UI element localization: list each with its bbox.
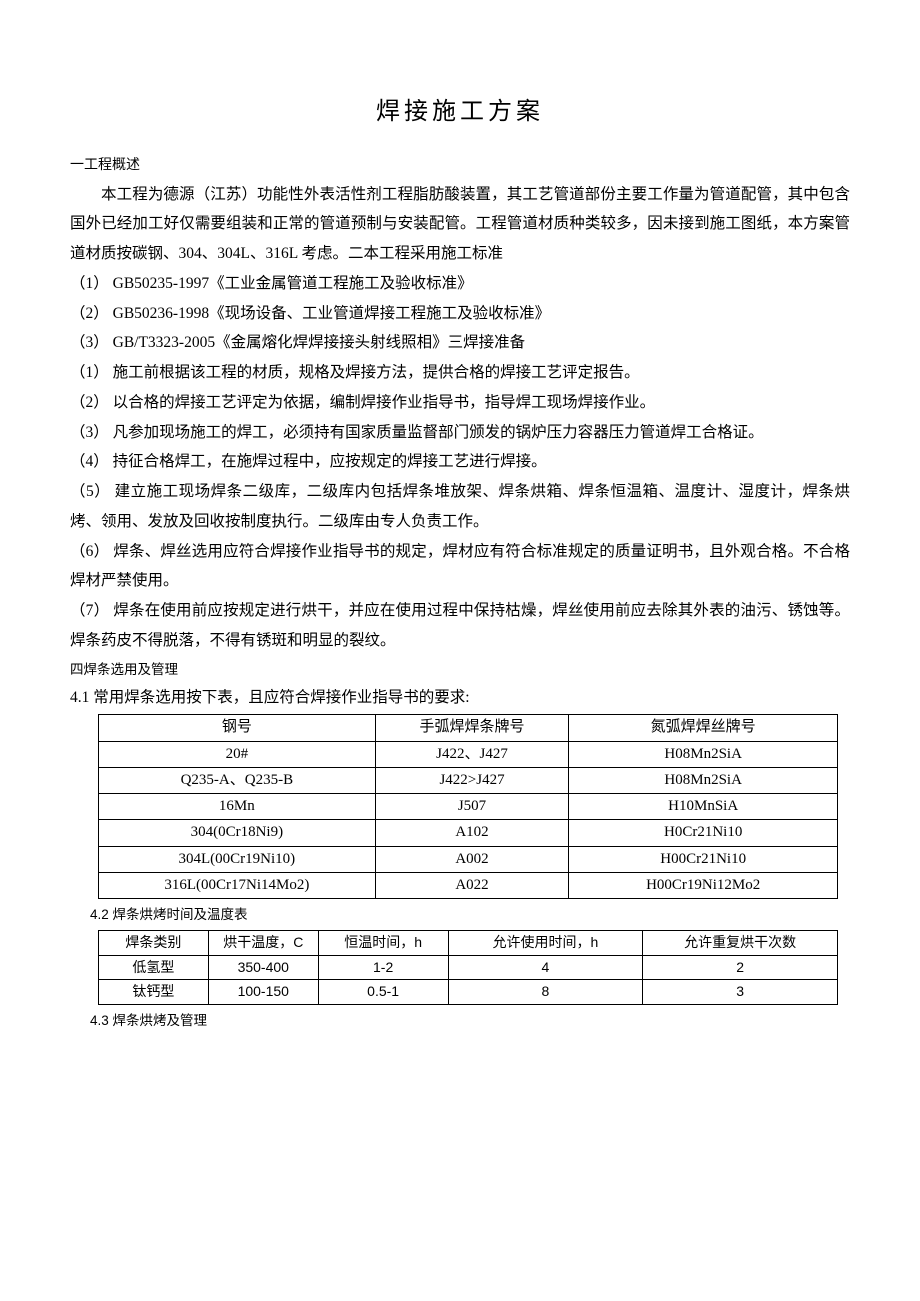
table-row: 304L(00Cr19Ni10) A002 H00Cr21Ni10 <box>99 846 838 872</box>
page-title: 焊接施工方案 <box>70 90 850 136</box>
section-4-head: 四焊条选用及管理 <box>70 656 850 683</box>
cell: 20# <box>99 741 376 767</box>
cell: A022 <box>375 872 569 898</box>
cell: 304(0Cr18Ni9) <box>99 820 376 846</box>
cell: H00Cr21Ni10 <box>569 846 838 872</box>
prep-item: （7） 焊条在使用前应按规定进行烘干，并应在使用过程中保持枯燥，焊丝使用前应去除… <box>70 596 850 656</box>
table-row: 316L(00Cr17Ni14Mo2) A022 H00Cr19Ni12Mo2 <box>99 872 838 898</box>
standard-item: （1） GB50235-1997《工业金属管道工程施工及验收标准》 <box>70 269 850 299</box>
prep-item: （6） 焊条、焊丝选用应符合焊接作业指导书的规定，焊材应有符合标准规定的质量证明… <box>70 537 850 597</box>
prep-item: （1） 施工前根据该工程的材质，规格及焊接方法，提供合格的焊接工艺评定报告。 <box>70 358 850 388</box>
cell: 316L(00Cr17Ni14Mo2) <box>99 872 376 898</box>
cell: 钛钙型 <box>99 980 209 1005</box>
overview-paragraph: 本工程为德源（江苏）功能性外表活性剂工程脂肪酸装置，其工艺管道部份主要工作量为管… <box>70 180 850 269</box>
cell: H08Mn2SiA <box>569 741 838 767</box>
cell: 3 <box>643 980 838 1005</box>
cell: J422、J427 <box>375 741 569 767</box>
cell: 0.5-1 <box>318 980 448 1005</box>
cell: H08Mn2SiA <box>569 767 838 793</box>
cell: 100-150 <box>208 980 318 1005</box>
table-header-row: 焊条类别 烘干温度，C 恒温时间，h 允许使用时间，h 允许重复烘干次数 <box>99 931 838 956</box>
section-4-1-label: 4.1 常用焊条选用按下表，且应符合焊接作业指导书的要求: <box>70 683 850 713</box>
cell: 304L(00Cr19Ni10) <box>99 846 376 872</box>
cell: 2 <box>643 955 838 980</box>
table-row: 20# J422、J427 H08Mn2SiA <box>99 741 838 767</box>
cell: H0Cr21Ni10 <box>569 820 838 846</box>
cell: J507 <box>375 794 569 820</box>
prep-item: （3） 凡参加现场施工的焊工，必须持有国家质量监督部门颁发的锅炉压力容器压力管道… <box>70 418 850 448</box>
cell: J422>J427 <box>375 767 569 793</box>
cell: A002 <box>375 846 569 872</box>
cell: 8 <box>448 980 643 1005</box>
cell: 1-2 <box>318 955 448 980</box>
cell: 16Mn <box>99 794 376 820</box>
col-electrode-type: 焊条类别 <box>99 931 209 956</box>
cell: 350-400 <box>208 955 318 980</box>
table-row: 低氢型 350-400 1-2 4 2 <box>99 955 838 980</box>
table-row: 钛钙型 100-150 0.5-1 8 3 <box>99 980 838 1005</box>
cell: A102 <box>375 820 569 846</box>
table-row: 16Mn J507 H10MnSiA <box>99 794 838 820</box>
prep-item: （2） 以合格的焊接工艺评定为依据，编制焊接作业指导书，指导焊工现场焊接作业。 <box>70 388 850 418</box>
electrode-selection-table: 钢号 手弧焊焊条牌号 氮弧焊焊丝牌号 20# J422、J427 H08Mn2S… <box>98 714 838 899</box>
section-4-3-label: 4.3 焊条烘烤及管理 <box>90 1007 850 1034</box>
col-baking-temp: 烘干温度，C <box>208 931 318 956</box>
col-steel-grade: 钢号 <box>99 715 376 741</box>
cell: 低氢型 <box>99 955 209 980</box>
baking-time-table: 焊条类别 烘干温度，C 恒温时间，h 允许使用时间，h 允许重复烘干次数 低氢型… <box>98 930 838 1005</box>
col-tig-wire: 氮弧焊焊丝牌号 <box>569 715 838 741</box>
cell: 4 <box>448 955 643 980</box>
section-4-2-label: 4.2 焊条烘烤时间及温度表 <box>90 901 850 928</box>
cell: H10MnSiA <box>569 794 838 820</box>
col-rebake-count: 允许重复烘干次数 <box>643 931 838 956</box>
table-row: 304(0Cr18Ni9) A102 H0Cr21Ni10 <box>99 820 838 846</box>
standard-item: （2） GB50236-1998《现场设备、工业管道焊接工程施工及验收标准》 <box>70 299 850 329</box>
section-1-head: 一工程概述 <box>70 152 850 180</box>
prep-item: （5） 建立施工现场焊条二级库，二级库内包括焊条堆放架、焊条烘箱、焊条恒温箱、温… <box>70 477 850 537</box>
standard-item: （3） GB/T3323-2005《金属熔化焊焊接接头射线照相》三焊接准备 <box>70 328 850 358</box>
table-header-row: 钢号 手弧焊焊条牌号 氮弧焊焊丝牌号 <box>99 715 838 741</box>
table-row: Q235-A、Q235-B J422>J427 H08Mn2SiA <box>99 767 838 793</box>
cell: H00Cr19Ni12Mo2 <box>569 872 838 898</box>
col-allowed-use-time: 允许使用时间，h <box>448 931 643 956</box>
cell: Q235-A、Q235-B <box>99 767 376 793</box>
prep-item: （4） 持征合格焊工，在施焊过程中，应按规定的焊接工艺进行焊接。 <box>70 447 850 477</box>
col-hold-time: 恒温时间，h <box>318 931 448 956</box>
col-manual-arc: 手弧焊焊条牌号 <box>375 715 569 741</box>
